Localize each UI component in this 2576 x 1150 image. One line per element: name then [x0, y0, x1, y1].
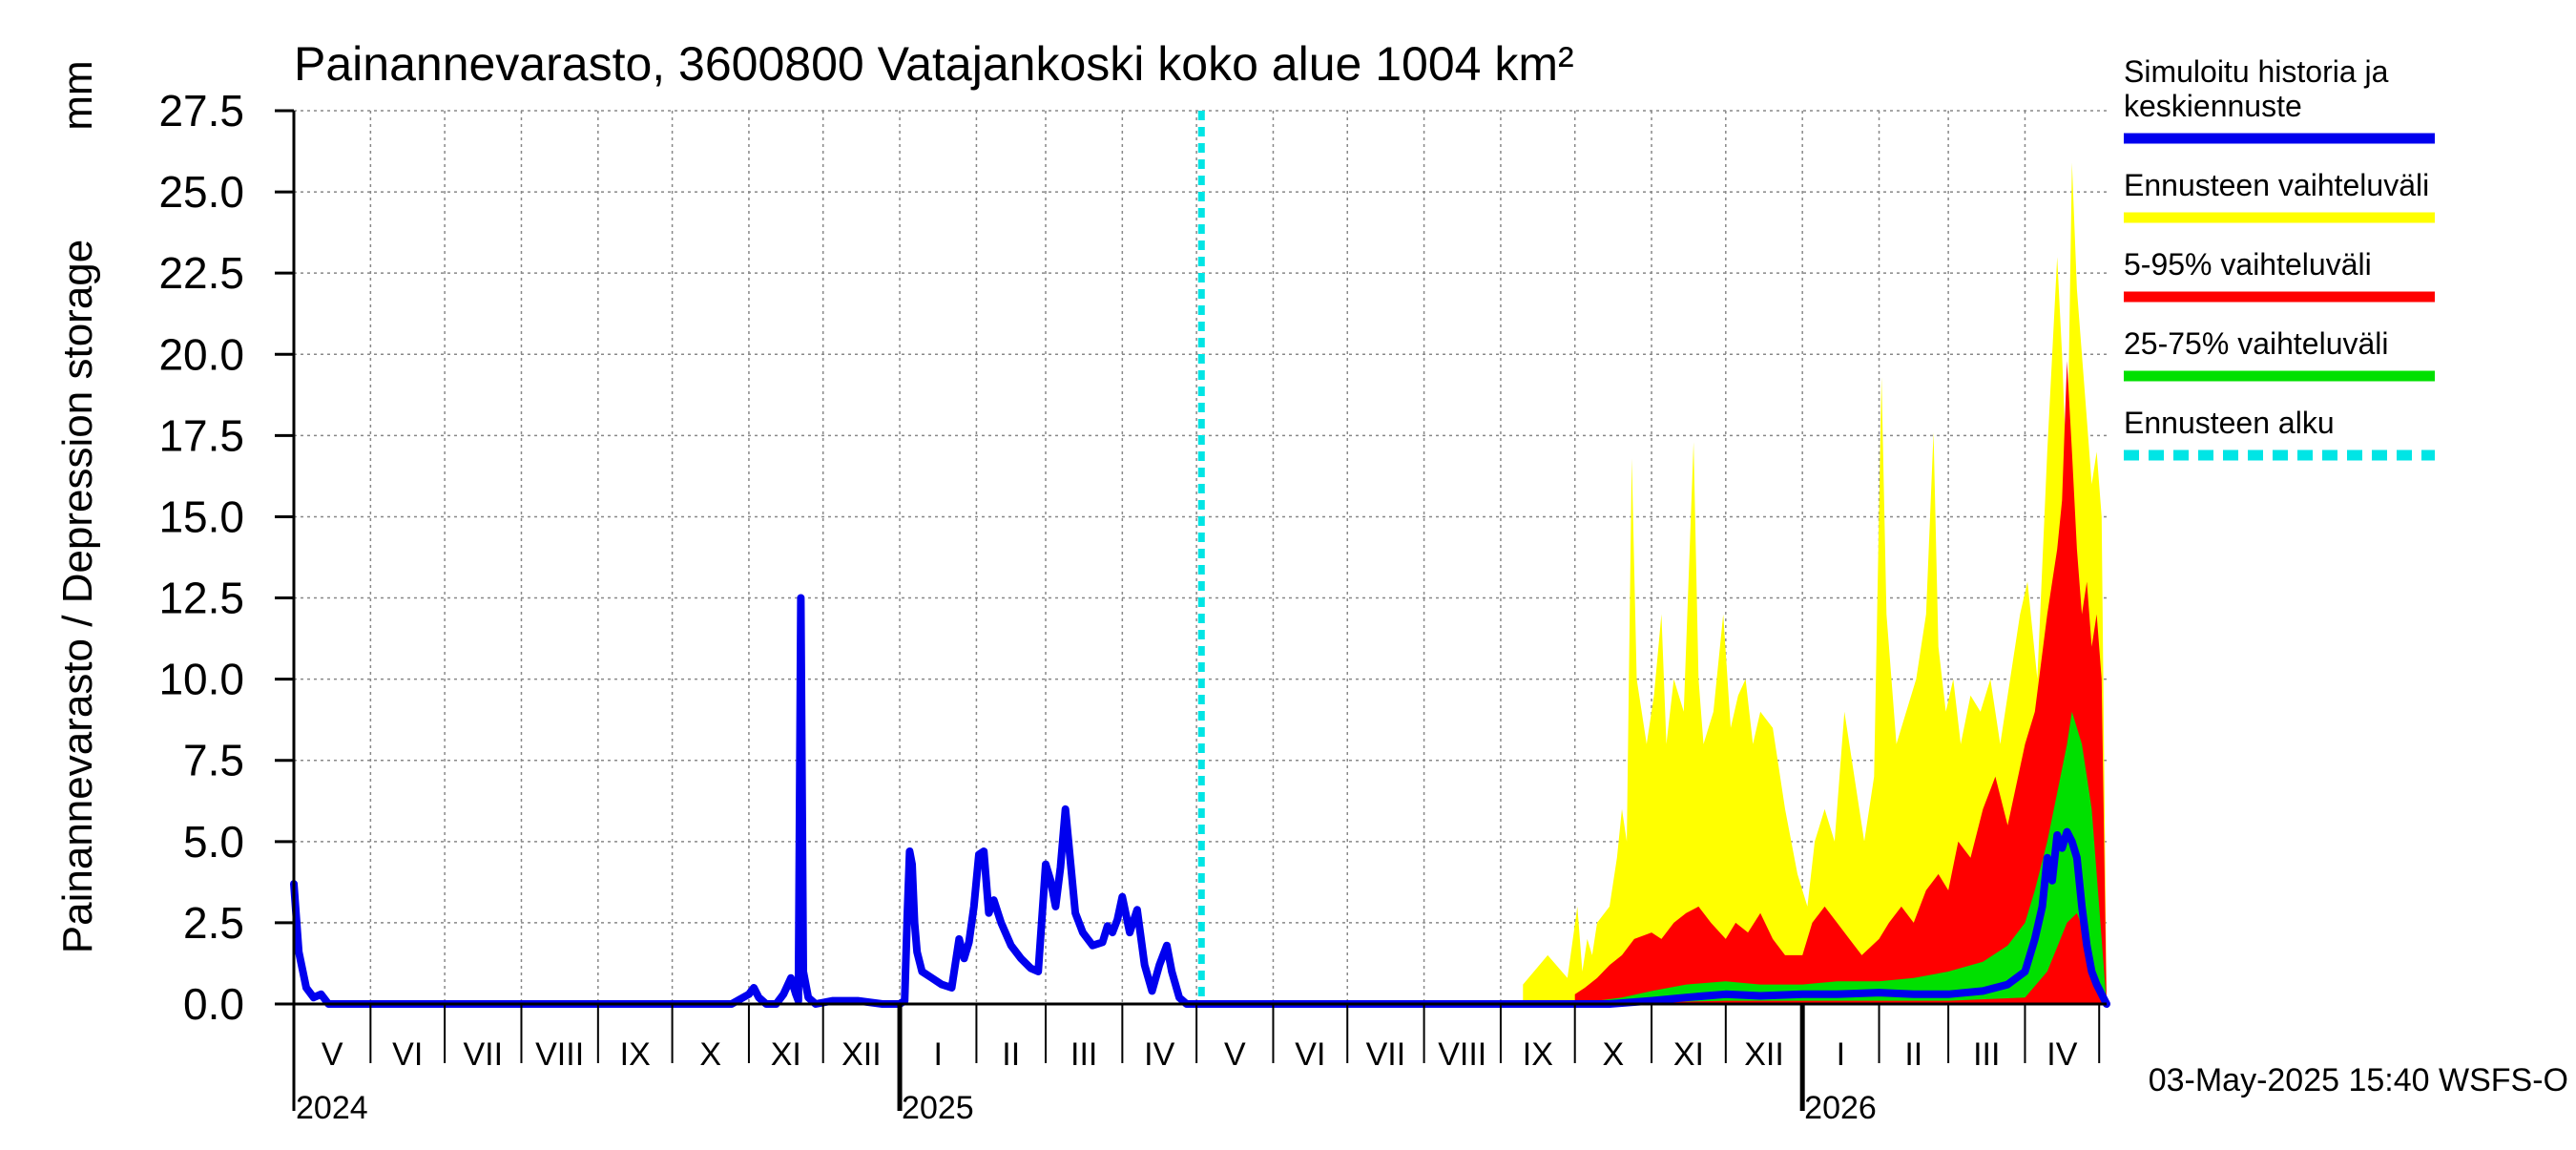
x-month-label: VIII [535, 1036, 584, 1073]
x-month-label: VII [464, 1036, 504, 1073]
legend-item: Ennusteen vaihteluväli [2124, 168, 2435, 223]
axes [275, 109, 2107, 1111]
series-lines [290, 111, 2110, 1008]
y-tick-label: 27.5 [158, 86, 244, 136]
x-month-label: IX [620, 1036, 651, 1073]
x-month-label: XII [1744, 1036, 1784, 1073]
band-5-95-lower [2046, 929, 2097, 1004]
y-tick-label: 12.5 [158, 574, 244, 623]
legend-label: keskiennuste [2124, 89, 2302, 123]
y-tick-label: 17.5 [158, 410, 244, 460]
x-month-label: XI [1673, 1036, 1704, 1073]
y-tick-label: 10.0 [158, 655, 244, 704]
chart-title: Painannevarasto, 3600800 Vatajankoski ko… [294, 37, 1574, 91]
y-tick-label: 25.0 [158, 167, 244, 217]
x-month-label: X [699, 1036, 721, 1073]
x-month-label: XII [841, 1036, 882, 1073]
y-tick-label: 22.5 [158, 248, 244, 298]
labels: Painannevarasto, 3600800 Vatajankoski ko… [54, 37, 2568, 1126]
legend-item: 25-75% vaihteluväli [2124, 326, 2435, 382]
x-month-label: VIII [1438, 1036, 1486, 1073]
x-year-label: 2024 [296, 1090, 368, 1126]
x-month-label: XI [771, 1036, 801, 1073]
timestamp: 03-May-2025 15:40 WSFS-O [2149, 1062, 2568, 1098]
x-month-label: II [1904, 1036, 1922, 1073]
legend-label: Ennusteen vaihteluväli [2124, 168, 2429, 202]
x-month-label: X [1603, 1036, 1625, 1073]
y-tick-label: 20.0 [158, 329, 244, 379]
legend-item: 5-95% vaihteluväli [2124, 247, 2435, 303]
forecast-bands [1523, 162, 2107, 1005]
legend-label: 5-95% vaihteluväli [2124, 247, 2372, 282]
x-month-label: I [1837, 1036, 1845, 1073]
x-month-label: III [1973, 1036, 2000, 1073]
y-tick-label: 15.0 [158, 491, 244, 541]
x-month-label: IV [1144, 1036, 1174, 1073]
x-month-label: VI [1295, 1036, 1325, 1073]
x-month-label: VII [1366, 1036, 1406, 1073]
x-month-label: IV [2046, 1036, 2077, 1073]
y-axis-unit: mm [54, 60, 101, 130]
x-month-label: VI [392, 1036, 423, 1073]
x-year-label: 2026 [1804, 1090, 1877, 1126]
legend-label: Simuloitu historia ja [2124, 54, 2389, 89]
legend-item: Ennusteen alku [2124, 406, 2435, 461]
x-month-label: IX [1523, 1036, 1553, 1073]
y-tick-label: 5.0 [183, 817, 244, 867]
series-line-history [290, 594, 2110, 1008]
y-tick-label: 2.5 [183, 898, 244, 948]
x-month-label: V [322, 1036, 343, 1073]
y-axis-label: Painannevarasto / Depression storage [54, 240, 101, 953]
y-tick-label: 0.0 [183, 979, 244, 1029]
x-month-label: III [1070, 1036, 1097, 1073]
x-month-label: II [1002, 1036, 1020, 1073]
x-year-label: 2025 [902, 1090, 974, 1126]
x-month-label: V [1224, 1036, 1246, 1073]
y-tick-label: 7.5 [183, 736, 244, 785]
legend-label: Ennusteen alku [2124, 406, 2335, 440]
legend-label: 25-75% vaihteluväli [2124, 326, 2389, 361]
x-month-label: I [934, 1036, 943, 1073]
band-range [1523, 162, 2107, 1004]
